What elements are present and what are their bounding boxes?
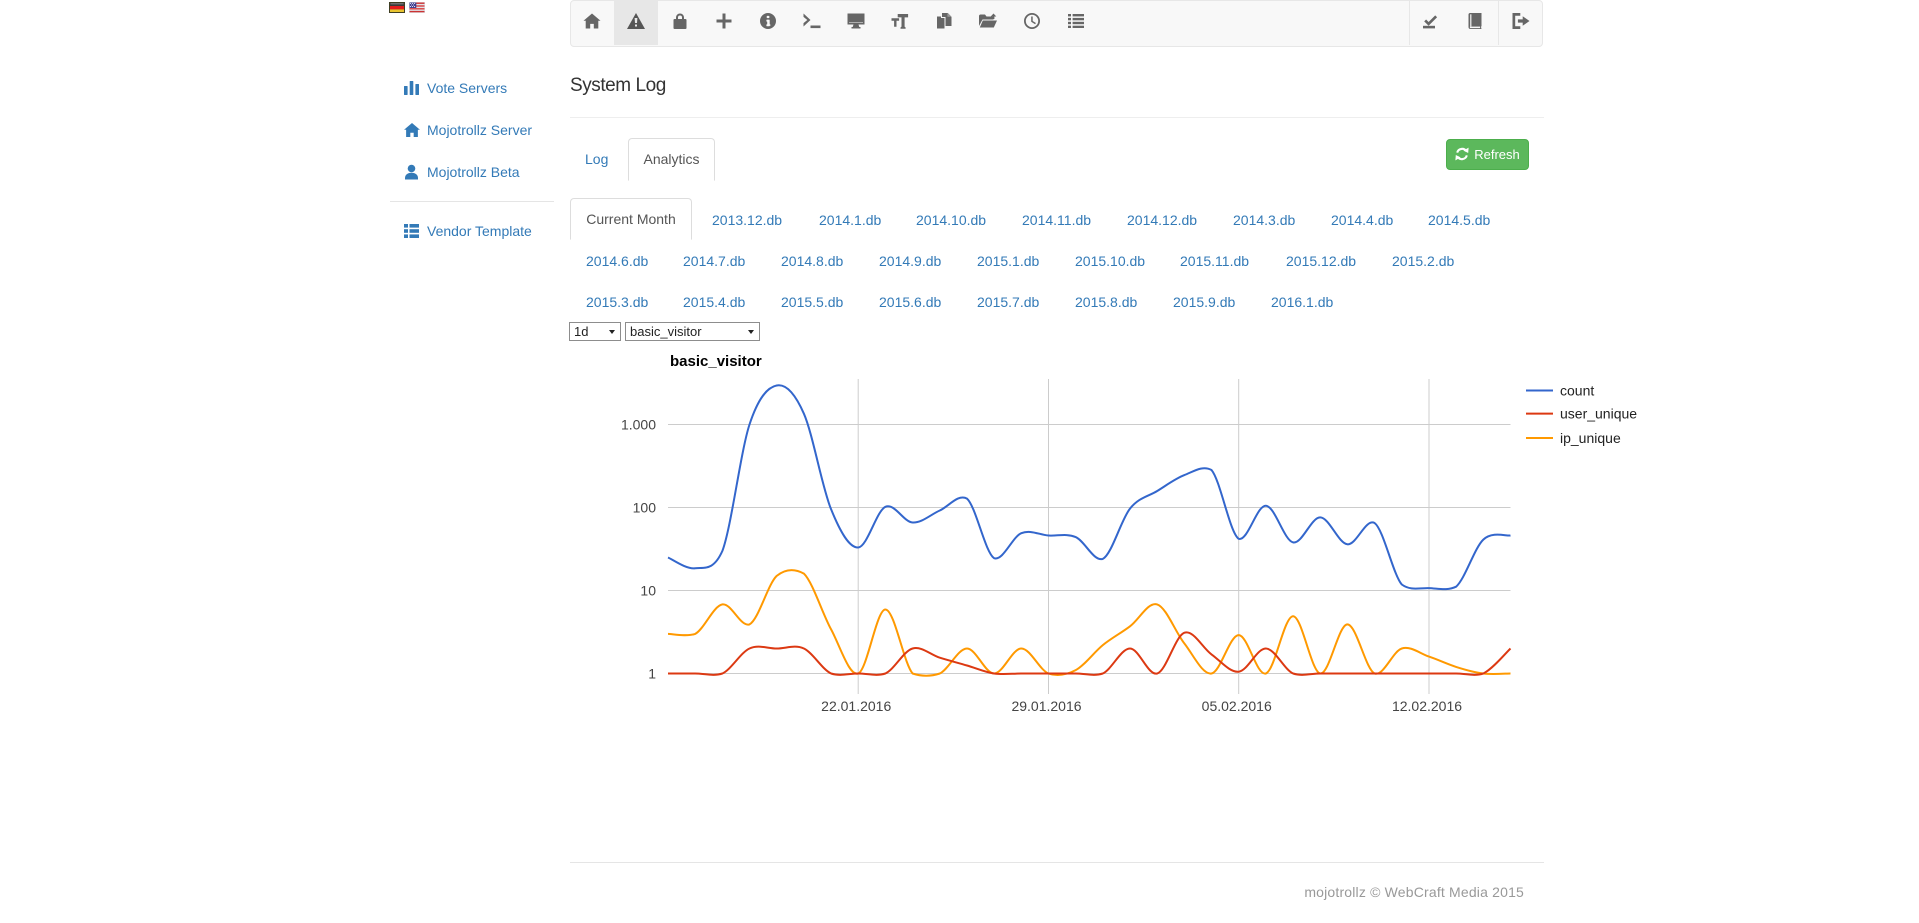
svg-text:29.01.2016: 29.01.2016 xyxy=(1011,698,1081,714)
svg-text:ip_unique: ip_unique xyxy=(1560,430,1621,446)
svg-text:1.000: 1.000 xyxy=(621,417,656,433)
svg-text:100: 100 xyxy=(633,500,657,516)
svg-text:10: 10 xyxy=(640,583,656,599)
svg-text:user_unique: user_unique xyxy=(1560,406,1637,422)
svg-text:22.01.2016: 22.01.2016 xyxy=(821,698,891,714)
svg-text:basic_visitor: basic_visitor xyxy=(670,353,762,370)
svg-text:12.02.2016: 12.02.2016 xyxy=(1392,698,1462,714)
svg-text:count: count xyxy=(1560,383,1594,399)
svg-text:1: 1 xyxy=(648,666,656,682)
svg-text:05.02.2016: 05.02.2016 xyxy=(1202,698,1272,714)
